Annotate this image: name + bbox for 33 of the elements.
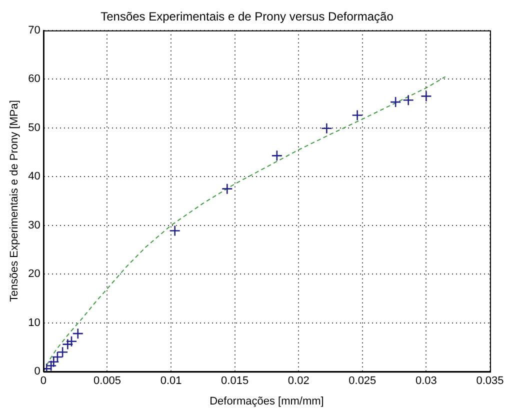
x-tick-label: 0.005 <box>93 375 121 388</box>
y-tick-label: 0 <box>34 366 40 378</box>
point <box>66 336 78 348</box>
y-tick-label: 60 <box>28 73 40 86</box>
y-tick-label: 30 <box>28 219 40 232</box>
x-axis-title: Deformações [mm/mm] <box>210 395 324 408</box>
y-tick-label: 70 <box>28 24 40 36</box>
point <box>169 225 181 236</box>
point <box>48 356 60 368</box>
y-tick-label: 40 <box>28 170 40 183</box>
point <box>420 90 432 102</box>
y-tick-label: 10 <box>28 316 40 329</box>
point <box>390 96 402 108</box>
x-tick-label: 0.025 <box>348 375 376 388</box>
line-series <box>43 76 446 372</box>
point <box>56 346 68 358</box>
x-tick-label: 0.02 <box>288 375 310 388</box>
point <box>72 328 84 340</box>
chart-title: Tensões Experimentais e de Prony versus Deformação <box>100 10 394 24</box>
point <box>222 183 233 194</box>
y-tick-label: 20 <box>28 268 40 280</box>
x-tick-label: 0.03 <box>415 375 437 388</box>
point <box>52 351 64 363</box>
x-tick-label: 0.01 <box>160 375 182 388</box>
y-tick-label: 50 <box>28 122 40 134</box>
point <box>352 110 363 121</box>
x-tick-label: 0.015 <box>221 375 249 388</box>
point <box>271 150 283 162</box>
y-axis-title: Tensões Experimentais e de Prony [MPa] <box>8 100 21 302</box>
point <box>62 338 74 350</box>
point <box>402 94 414 106</box>
x-tick-label: 0.035 <box>476 375 504 388</box>
point <box>321 122 332 134</box>
